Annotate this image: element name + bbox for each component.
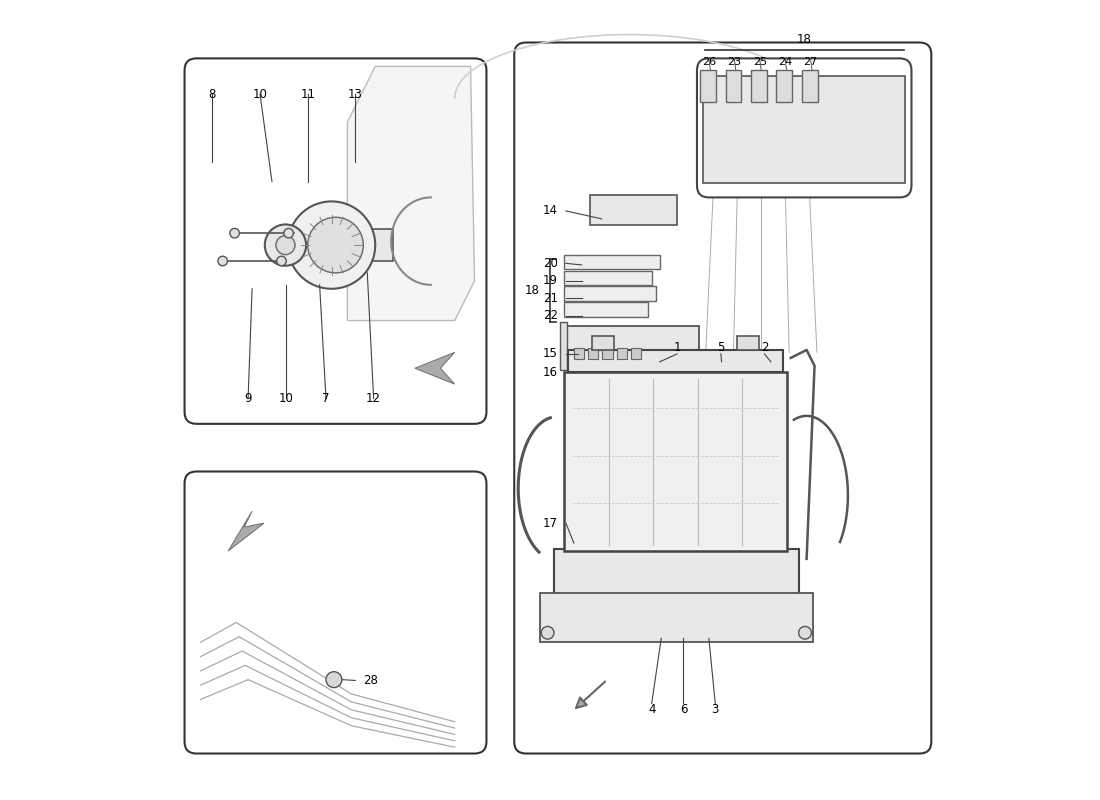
Bar bbox=[737, 336, 759, 350]
Text: 10: 10 bbox=[253, 88, 267, 101]
Bar bbox=[540, 593, 813, 642]
Text: 27: 27 bbox=[803, 57, 817, 66]
Circle shape bbox=[799, 626, 812, 639]
Bar bbox=[372, 229, 394, 261]
Text: 12: 12 bbox=[366, 392, 381, 405]
Bar bbox=[554, 549, 799, 594]
Circle shape bbox=[326, 672, 342, 687]
Circle shape bbox=[288, 202, 375, 289]
Bar bbox=[617, 348, 627, 358]
FancyBboxPatch shape bbox=[697, 58, 912, 198]
Bar bbox=[726, 70, 741, 102]
Text: 4: 4 bbox=[648, 703, 656, 717]
Text: 13: 13 bbox=[348, 88, 363, 101]
Text: 25: 25 bbox=[752, 57, 767, 66]
Text: 18: 18 bbox=[796, 34, 812, 46]
Bar bbox=[564, 270, 651, 285]
Text: 19: 19 bbox=[543, 274, 558, 287]
Circle shape bbox=[218, 256, 228, 266]
Text: 5: 5 bbox=[717, 341, 725, 354]
Circle shape bbox=[541, 626, 554, 639]
Text: 16: 16 bbox=[543, 366, 558, 378]
Text: 26: 26 bbox=[702, 57, 716, 66]
Bar bbox=[631, 348, 641, 358]
Text: 11: 11 bbox=[300, 88, 316, 101]
Text: eurospares: eurospares bbox=[637, 322, 813, 350]
Circle shape bbox=[276, 235, 295, 254]
Bar bbox=[590, 195, 678, 226]
Text: 28: 28 bbox=[363, 674, 378, 687]
Text: 1: 1 bbox=[673, 341, 681, 354]
Bar bbox=[560, 322, 568, 370]
Text: 2: 2 bbox=[761, 341, 768, 354]
Bar bbox=[751, 70, 767, 102]
Bar bbox=[777, 70, 792, 102]
Bar bbox=[802, 70, 817, 102]
Text: 9: 9 bbox=[244, 392, 252, 405]
Polygon shape bbox=[415, 352, 454, 384]
Text: 15: 15 bbox=[543, 347, 558, 361]
FancyBboxPatch shape bbox=[185, 471, 486, 754]
Text: eurospares: eurospares bbox=[261, 233, 410, 257]
Text: 21: 21 bbox=[543, 292, 558, 305]
Text: 3: 3 bbox=[712, 703, 719, 717]
Text: 22: 22 bbox=[543, 310, 558, 322]
Circle shape bbox=[284, 229, 294, 238]
Text: 6: 6 bbox=[680, 703, 688, 717]
Bar bbox=[700, 70, 716, 102]
Text: 20: 20 bbox=[543, 257, 558, 270]
Circle shape bbox=[277, 256, 286, 266]
Bar bbox=[564, 254, 660, 269]
Bar bbox=[564, 286, 656, 301]
Text: 23: 23 bbox=[727, 57, 741, 66]
Text: 18: 18 bbox=[525, 284, 540, 297]
Text: 14: 14 bbox=[543, 205, 558, 218]
FancyBboxPatch shape bbox=[185, 58, 486, 424]
Polygon shape bbox=[348, 66, 474, 321]
Text: 17: 17 bbox=[543, 517, 558, 530]
Polygon shape bbox=[229, 511, 264, 551]
Bar bbox=[564, 302, 648, 317]
Bar bbox=[564, 326, 700, 364]
Text: 8: 8 bbox=[209, 88, 216, 101]
Bar bbox=[603, 348, 613, 358]
Bar bbox=[703, 76, 905, 183]
Circle shape bbox=[265, 225, 306, 266]
Bar bbox=[564, 372, 786, 551]
Bar bbox=[592, 336, 614, 350]
FancyBboxPatch shape bbox=[515, 42, 932, 754]
Text: 7: 7 bbox=[322, 392, 330, 405]
Bar bbox=[569, 350, 783, 372]
Circle shape bbox=[308, 218, 363, 273]
Bar bbox=[588, 348, 598, 358]
Text: 24: 24 bbox=[778, 57, 792, 66]
Bar bbox=[574, 348, 584, 358]
Text: 10: 10 bbox=[278, 392, 294, 405]
Circle shape bbox=[230, 229, 240, 238]
Text: eurospares: eurospares bbox=[274, 601, 397, 620]
